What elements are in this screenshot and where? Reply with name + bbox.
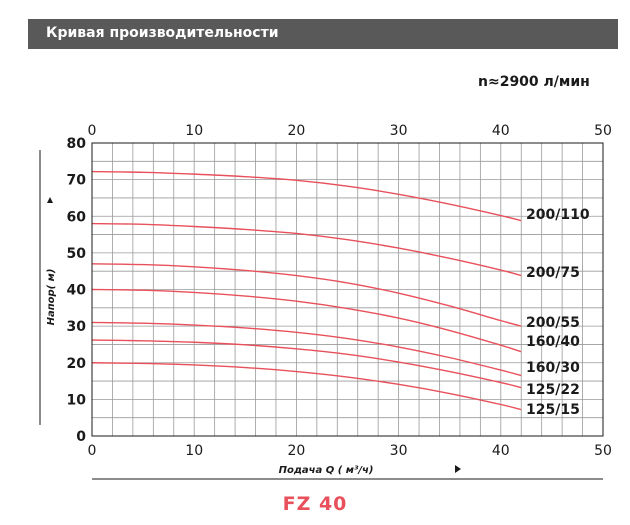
y-tick-label: 0 <box>76 429 86 445</box>
series-label: 125/15 <box>526 402 580 418</box>
y-axis-arrow <box>47 197 53 203</box>
x-tick-label: 20 <box>287 443 305 459</box>
plot-border <box>91 142 604 437</box>
curves <box>91 170 522 411</box>
x-tick-label-top: 40 <box>492 123 510 139</box>
grid <box>91 142 604 437</box>
axis-decorations: Напор( м) Подача Q ( м³/ч) <box>39 150 603 480</box>
y-tick-label: 10 <box>67 392 87 408</box>
model-label: FZ 40 <box>282 493 348 515</box>
x-tick-label: 40 <box>492 443 510 459</box>
x-tick-label: 50 <box>594 443 612 459</box>
chart-title: Кривая производительности <box>46 25 279 41</box>
series-label: 200/75 <box>526 265 580 281</box>
x-tick-label-top: 10 <box>185 123 203 139</box>
curve-160-40 <box>91 288 522 353</box>
y-tick-label: 40 <box>67 283 87 299</box>
x-tick-label: 0 <box>88 443 97 459</box>
y-tick-label: 60 <box>67 209 87 225</box>
speed-label: n≈2900 л/мин <box>478 74 590 90</box>
y-tick-label: 30 <box>67 319 87 335</box>
y-tick-label: 80 <box>67 136 87 152</box>
series-label: 200/110 <box>526 207 590 223</box>
curve-200-75 <box>91 222 522 277</box>
series-label: 160/30 <box>526 360 580 376</box>
x-axis-arrow <box>455 465 461 473</box>
curve-125-15 <box>91 362 522 411</box>
x-tick-label-top: 50 <box>594 123 612 139</box>
curve-125-22 <box>91 339 522 389</box>
series-label: 200/55 <box>526 315 580 331</box>
x-tick-label-top: 20 <box>287 123 305 139</box>
series-label: 160/40 <box>526 334 580 350</box>
series-labels: 200/110 200/75 200/55 160/40 160/30 125/22 125… <box>526 207 590 418</box>
x-tick-label-top: 0 <box>88 123 97 139</box>
y-axis-title: Напор( м) <box>46 269 57 326</box>
series-label: 125/22 <box>526 382 580 398</box>
plot-frame <box>91 142 604 437</box>
x-tick-label-top: 30 <box>390 123 408 139</box>
curve-200-55 <box>91 263 522 327</box>
curve-200-110 <box>91 170 522 222</box>
header-bar: Кривая производительности <box>28 19 618 49</box>
y-tick-label: 70 <box>67 173 87 189</box>
x-tick-label: 30 <box>390 443 408 459</box>
x-tick-label: 10 <box>185 443 203 459</box>
curve-160-30 <box>91 321 522 377</box>
x-axis-title: Подача Q ( м³/ч) <box>279 465 374 476</box>
y-tick-label: 20 <box>67 356 87 372</box>
y-tick-label: 50 <box>67 246 87 262</box>
